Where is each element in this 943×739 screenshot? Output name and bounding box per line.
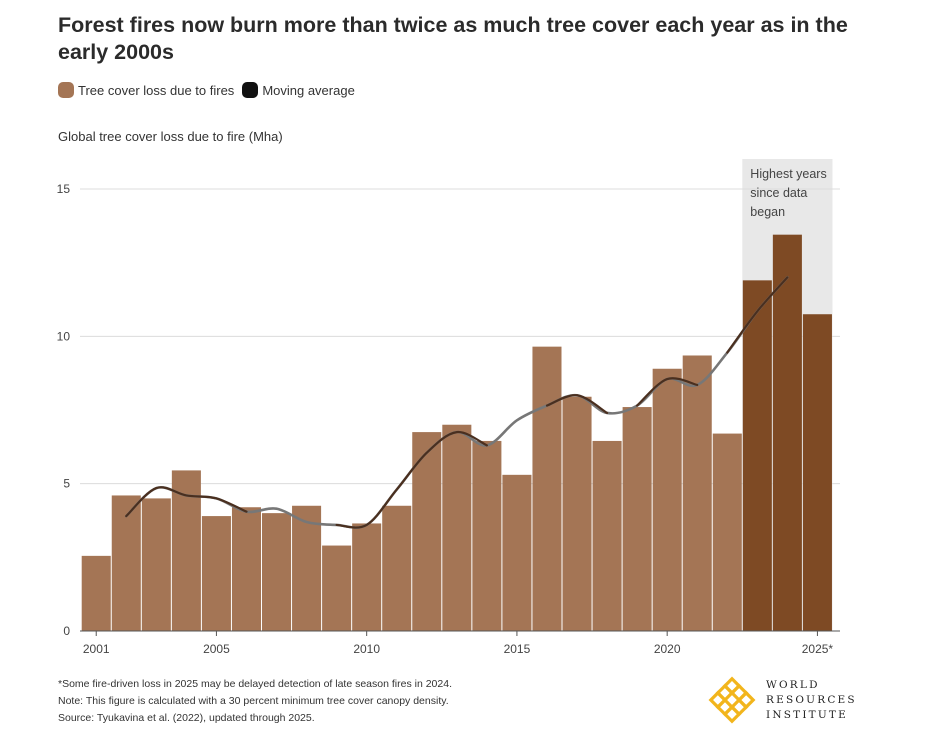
bar xyxy=(682,355,712,631)
bar xyxy=(652,368,682,631)
bar xyxy=(532,346,562,631)
bar xyxy=(772,234,802,631)
annotation-text: since data xyxy=(750,186,807,200)
bar xyxy=(712,433,742,631)
bar xyxy=(201,516,231,631)
legend: Tree cover loss due to fires Moving aver… xyxy=(58,82,363,98)
x-tick-label: 2015 xyxy=(504,642,531,656)
annotation-text: began xyxy=(750,205,785,219)
bar xyxy=(592,440,622,631)
bar xyxy=(442,424,472,631)
bar xyxy=(231,507,261,631)
x-tick-label: 2010 xyxy=(353,642,380,656)
legend-item-line: Moving average xyxy=(242,82,355,98)
wri-logo-line: RESOURCES xyxy=(766,694,857,706)
x-tick-label: 2005 xyxy=(203,642,230,656)
moving-average-segment xyxy=(125,486,248,518)
legend-swatch-line xyxy=(242,82,259,98)
wri-logo-line: INSTITUTE xyxy=(766,709,849,721)
y-tick-label: 15 xyxy=(57,182,71,196)
moving-average-segment xyxy=(545,394,609,415)
bar xyxy=(802,314,832,631)
legend-swatch-bars xyxy=(58,82,74,98)
annotation-text: Highest years xyxy=(750,167,826,181)
footnotes: *Some fire-driven loss in 2025 may be de… xyxy=(58,676,452,727)
y-tick-label: 5 xyxy=(63,477,70,491)
y-tick-label: 10 xyxy=(57,329,71,343)
bar xyxy=(81,555,111,631)
wri-logo-line: WORLD xyxy=(766,679,820,691)
moving-average-segment xyxy=(335,430,488,529)
y-tick-label: 0 xyxy=(63,624,70,638)
bar xyxy=(292,505,322,631)
bar xyxy=(141,498,171,631)
chart-title: Forest fires now burn more than twice as… xyxy=(58,13,848,64)
x-tick-label: 2020 xyxy=(654,642,681,656)
y-axis-title: Global tree cover loss due to fire (Mha) xyxy=(58,129,283,144)
x-tick-label: 2025* xyxy=(802,642,834,656)
bar xyxy=(382,505,412,631)
wri-logo-text: WORLD RESOURCES INSTITUTE xyxy=(766,678,857,723)
wri-logo-icon xyxy=(708,676,756,724)
moving-average-segment xyxy=(726,276,789,354)
legend-label-bars: Tree cover loss due to fires xyxy=(78,82,235,98)
legend-label-line: Moving average xyxy=(262,82,355,98)
bar xyxy=(352,523,382,631)
bar xyxy=(742,280,772,631)
bar xyxy=(412,432,442,631)
bar xyxy=(622,407,652,631)
wri-logo: WORLD RESOURCES INSTITUTE xyxy=(706,676,886,724)
bar xyxy=(262,513,292,631)
legend-item-bars: Tree cover loss due to fires xyxy=(58,82,234,98)
footnote-delayed-detection: *Some fire-driven loss in 2025 may be de… xyxy=(58,678,452,690)
bar xyxy=(322,545,352,631)
bar xyxy=(472,440,502,631)
footnote-source: Source: Tyukavina et al. (2022), updated… xyxy=(58,712,315,724)
bar xyxy=(502,474,532,631)
x-tick-label: 2001 xyxy=(83,642,110,656)
moving-average-segment xyxy=(636,377,699,407)
bar xyxy=(111,495,141,631)
bar xyxy=(562,396,592,631)
footnote-canopy-density: Note: This figure is calculated with a 3… xyxy=(58,695,449,707)
